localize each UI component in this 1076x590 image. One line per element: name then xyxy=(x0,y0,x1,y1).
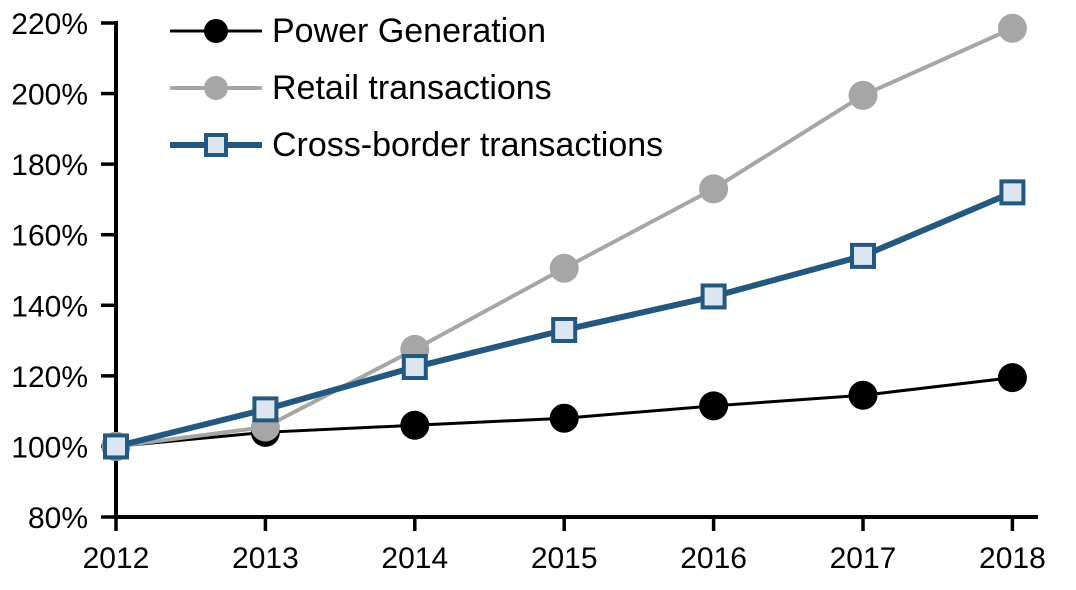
legend-sample-power-generation xyxy=(170,16,262,46)
data-point-square-cross-border-transactions-2017 xyxy=(850,242,876,269)
data-point-circle-power-generation-2016 xyxy=(699,391,729,421)
legend-label-power-generation: Power Generation xyxy=(272,11,547,50)
legend-item-power-generation: Power Generation xyxy=(170,12,663,50)
legend-label-cross-border-transactions: Cross-border transactions xyxy=(272,125,664,164)
data-point-circle-power-generation-2015 xyxy=(549,403,579,433)
chart-legend: Power Generation Retail transactions Cro… xyxy=(170,12,663,183)
x-tick-label: 2013 xyxy=(232,542,299,575)
data-point-square-cross-border-transactions-2018 xyxy=(999,179,1026,206)
x-tick-label: 2014 xyxy=(381,542,448,575)
legend-item-cross-border-transactions: Cross-border transactions xyxy=(170,126,663,164)
legend-sample-retail-transactions xyxy=(170,73,262,103)
x-tick-label: 2015 xyxy=(531,542,598,575)
data-point-circle-retail-transactions-2018 xyxy=(997,13,1027,43)
data-point-circle-power-generation-2017 xyxy=(848,380,878,410)
y-tick-label: 100% xyxy=(11,431,88,464)
data-point-square-cross-border-transactions-2014 xyxy=(401,354,428,381)
y-tick-label: 220% xyxy=(11,8,88,41)
data-point-circle-power-generation-2018 xyxy=(997,363,1027,393)
x-tick-label: 2018 xyxy=(979,542,1046,575)
y-tick-label: 200% xyxy=(11,79,88,112)
data-point-circle-power-generation-2014 xyxy=(400,410,430,440)
legend-circle-marker-gray xyxy=(204,76,228,100)
x-tick-label: 2016 xyxy=(680,542,747,575)
y-tick-label: 80% xyxy=(28,502,88,535)
data-point-circle-retail-transactions-2017 xyxy=(848,80,878,110)
data-point-square-cross-border-transactions-2012 xyxy=(103,433,129,460)
legend-label-retail-transactions: Retail transactions xyxy=(272,68,552,107)
data-point-circle-retail-transactions-2016 xyxy=(699,174,729,204)
data-point-square-cross-border-transactions-2016 xyxy=(700,283,727,310)
legend-sample-cross-border-transactions xyxy=(170,130,262,160)
y-tick-label: 120% xyxy=(11,361,88,394)
legend-item-retail-transactions: Retail transactions xyxy=(170,69,663,107)
x-tick-label: 2017 xyxy=(830,542,897,575)
x-tick-label: 2012 xyxy=(83,542,150,575)
legend-circle-marker-black xyxy=(204,19,228,43)
y-tick-label: 160% xyxy=(11,220,88,253)
legend-square-marker-blue xyxy=(204,133,228,157)
data-point-circle-retail-transactions-2015 xyxy=(549,253,579,283)
data-point-square-cross-border-transactions-2015 xyxy=(551,316,578,343)
y-tick-label: 180% xyxy=(11,149,88,182)
y-tick-label: 140% xyxy=(11,290,88,323)
data-point-square-cross-border-transactions-2013 xyxy=(252,396,279,423)
